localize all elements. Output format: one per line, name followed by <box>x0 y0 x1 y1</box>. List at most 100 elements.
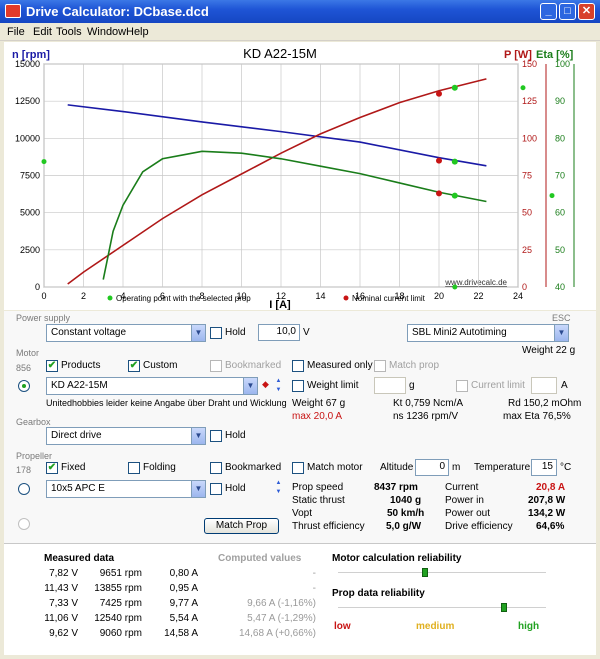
chevron-down-icon[interactable]: ▼ <box>554 325 568 341</box>
static-thrust-value: 1040 g <box>390 495 422 506</box>
chevron-down-icon[interactable]: ▼ <box>191 325 205 341</box>
drive-eff-label: Drive efficiency <box>445 521 513 532</box>
operating-point <box>451 84 458 91</box>
measured-header: Measured data <box>44 553 115 564</box>
x-tick-label: 8 <box>199 291 204 301</box>
menu-file[interactable]: File <box>7 26 25 38</box>
legend-limit-label: Nominal current limit <box>352 294 426 303</box>
propeller-hold-checkbox[interactable] <box>210 483 222 495</box>
esc-value: SBL Mini2 Autotiming <box>412 327 507 338</box>
app-icon <box>5 4 21 18</box>
match-motor-label: Match motor <box>307 462 363 473</box>
menu-window[interactable]: Window <box>87 26 127 38</box>
weight-limit-input[interactable] <box>374 377 406 394</box>
bookmarked-label: Bookmarked <box>225 360 282 371</box>
propeller-value: 10x5 APC E <box>51 483 105 494</box>
voltage-input[interactable]: 10,0 <box>258 324 300 341</box>
p-tick-label: 125 <box>522 96 537 106</box>
motor-marker-icon: ◆ <box>262 379 269 389</box>
chevron-down-icon[interactable]: ▼ <box>243 378 257 394</box>
operating-point <box>451 158 458 165</box>
power-supply-section-label: Power supply <box>16 313 71 323</box>
current-limit-label: Current limit <box>471 380 525 391</box>
propeller-section-label: Propeller <box>16 451 53 461</box>
temperature-input[interactable]: 15 <box>531 459 557 476</box>
table-row: 7,82 V 9651 rpm 0,80 A - <box>34 566 316 581</box>
close-button[interactable]: ✕ <box>578 3 595 20</box>
controls-panel: Power supply ESC Constant voltage ▼ Hold … <box>4 311 596 543</box>
menu-tools[interactable]: Tools <box>56 26 82 38</box>
cell-a: 14,58 A <box>164 628 198 639</box>
x-tick-label: 0 <box>41 291 46 301</box>
table-row: 11,43 V 13855 rpm 0,95 A - <box>34 581 316 596</box>
fixed-checkbox[interactable]: ✔ <box>46 462 58 474</box>
prop-bookmarked-checkbox[interactable] <box>210 462 222 474</box>
esc-select[interactable]: SBL Mini2 Autotiming ▼ <box>407 324 569 342</box>
operating-marker-right-p <box>520 85 526 91</box>
n-tick-label: 15000 <box>15 59 40 69</box>
current-limit-checkbox[interactable] <box>456 380 468 392</box>
match-prop-label: Match prop <box>389 360 440 371</box>
cell-comp: 5,47 A (-1,29%) <box>247 613 316 624</box>
gearbox-hold-label: Hold <box>225 430 246 441</box>
cell-comp: 9,66 A (-1,16%) <box>247 598 316 609</box>
power-out-value: 134,2 W <box>528 508 566 519</box>
products-checkbox[interactable]: ✔ <box>46 360 58 372</box>
folding-label: Folding <box>143 462 176 473</box>
propeller-spinner[interactable]: ▲ ▼ <box>275 480 282 495</box>
operating-marker-bottom <box>452 284 458 290</box>
motor-select[interactable]: KD A22-15M ▼ <box>46 377 258 395</box>
eta-tick-label: 70 <box>555 171 565 181</box>
motor-spinner[interactable]: ▲ ▼ <box>275 378 282 393</box>
motor-radio[interactable] <box>18 380 30 392</box>
custom-checkbox[interactable]: ✔ <box>128 360 140 372</box>
window-title: Drive Calculator: DCbase.dcd <box>26 4 209 19</box>
left-axis-label: n [rpm] <box>12 49 50 61</box>
weight-limit-checkbox[interactable] <box>292 380 304 392</box>
legend-operating-label: Operating point with the selected prop <box>116 294 251 303</box>
power-supply-select[interactable]: Constant voltage ▼ <box>46 324 206 342</box>
motor-reliability-thumb <box>422 568 429 577</box>
gearbox-hold-checkbox[interactable] <box>210 430 222 442</box>
eta-tick-label: 100 <box>555 59 570 69</box>
menu-help[interactable]: Help <box>126 26 149 38</box>
n-tick-label: 12500 <box>15 96 40 106</box>
reliability-low: low <box>334 621 351 632</box>
altitude-label: Altitude <box>380 462 414 473</box>
minimize-button[interactable]: _ <box>540 3 557 20</box>
menu-edit[interactable]: Edit <box>33 26 52 38</box>
chevron-down-icon[interactable]: ▼ <box>191 481 205 497</box>
x-tick-label: 18 <box>394 291 404 301</box>
maximize-button[interactable]: □ <box>559 3 576 20</box>
match-motor-checkbox[interactable] <box>292 462 304 474</box>
thrust-eff-value: 5,0 g/W <box>386 521 422 532</box>
motor-section-label: Motor <box>16 348 40 358</box>
match-prop-button[interactable]: Match Prop <box>204 518 279 534</box>
chevron-down-icon[interactable]: ▼ <box>191 428 205 444</box>
match-prop-checkbox[interactable] <box>374 360 386 372</box>
third-radio[interactable] <box>18 518 30 530</box>
legend-operating-dot <box>107 295 113 301</box>
propeller-select[interactable]: 10x5 APC E ▼ <box>46 480 206 498</box>
measured-only-checkbox[interactable] <box>292 360 304 372</box>
motor-note: Unitedhobbies leider keine Angabe über D… <box>46 398 287 408</box>
cell-rpm: 13855 rpm <box>94 583 142 594</box>
table-row: 11,06 V 12540 rpm 5,54 A 5,47 A (-1,29%) <box>34 611 316 626</box>
chart-watermark: www.drivecalc.de <box>444 278 507 287</box>
power-hold-checkbox[interactable] <box>210 327 222 339</box>
n-tick-label: 0 <box>35 282 40 292</box>
series-line-1 <box>67 78 487 285</box>
reliability-high: high <box>518 621 540 632</box>
title-bar: Drive Calculator: DCbase.dcd _ □ ✕ <box>0 0 600 23</box>
altitude-input[interactable]: 0 <box>415 459 449 476</box>
current-limit-input[interactable] <box>531 377 557 394</box>
p-tick-label: 150 <box>522 59 537 69</box>
bookmarked-checkbox[interactable] <box>210 360 222 372</box>
reliability-medium: medium <box>416 621 455 632</box>
limit-point <box>436 157 442 164</box>
propeller-radio[interactable] <box>18 483 30 495</box>
n-tick-label: 7500 <box>20 171 40 181</box>
cell-a: 0,95 A <box>169 583 198 594</box>
gearbox-select[interactable]: Direct drive ▼ <box>46 427 206 445</box>
folding-checkbox[interactable] <box>128 462 140 474</box>
